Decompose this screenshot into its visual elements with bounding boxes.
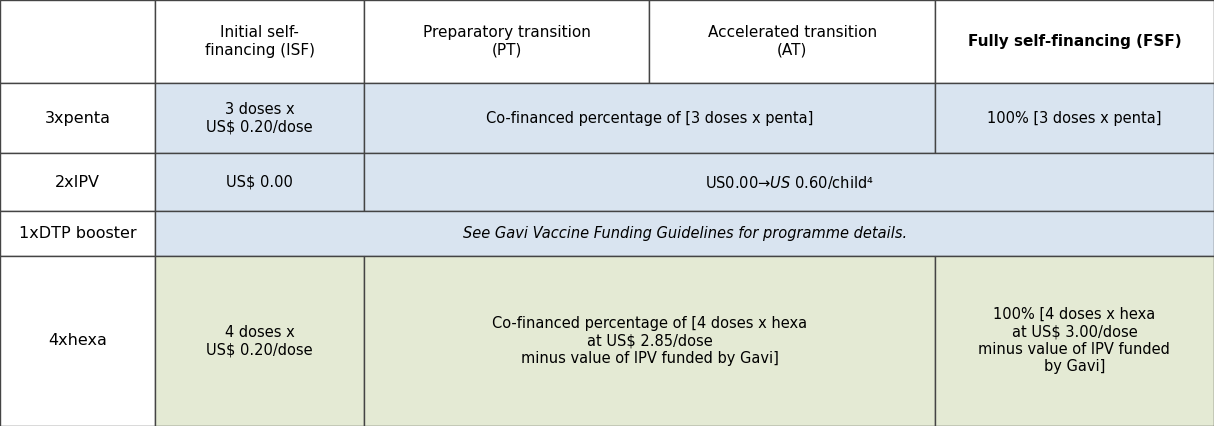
Text: US$ 0.00: US$ 0.00 — [226, 175, 294, 190]
Text: Preparatory transition
(PT): Preparatory transition (PT) — [422, 25, 591, 58]
Bar — [155, 0, 364, 83]
Bar — [0, 83, 155, 153]
Text: Fully self-financing (FSF): Fully self-financing (FSF) — [968, 34, 1181, 49]
Bar — [364, 153, 1214, 211]
Bar — [0, 0, 155, 83]
Text: 3 doses x
US$ 0.20/dose: 3 doses x US$ 0.20/dose — [206, 102, 313, 135]
Bar — [155, 256, 364, 426]
Text: 100% [4 doses x hexa
at US$ 3.00/dose
minus value of IPV funded
by Gavi]: 100% [4 doses x hexa at US$ 3.00/dose mi… — [978, 307, 1170, 374]
Text: 100% [3 doses x penta]: 100% [3 doses x penta] — [987, 111, 1162, 126]
Bar — [649, 0, 935, 83]
Bar — [0, 153, 155, 211]
Text: 1xDTP booster: 1xDTP booster — [19, 226, 136, 241]
Text: Co-financed percentage of [3 doses x penta]: Co-financed percentage of [3 doses x pen… — [486, 111, 813, 126]
Text: Accelerated transition
(AT): Accelerated transition (AT) — [708, 25, 877, 58]
Text: 4 doses x
US$ 0.20/dose: 4 doses x US$ 0.20/dose — [206, 325, 313, 357]
Bar — [935, 256, 1214, 426]
Text: 3xpenta: 3xpenta — [45, 111, 110, 126]
Bar — [935, 83, 1214, 153]
Bar — [0, 211, 155, 256]
Bar — [364, 0, 649, 83]
Bar — [155, 83, 364, 153]
Bar — [0, 256, 155, 426]
Text: 2xIPV: 2xIPV — [55, 175, 101, 190]
Text: See Gavi Vaccine Funding Guidelines for programme details.: See Gavi Vaccine Funding Guidelines for … — [463, 226, 907, 241]
Text: 4xhexa: 4xhexa — [49, 333, 107, 348]
Text: US$ 0.00 → US$ 0.60/child⁴: US$ 0.00 → US$ 0.60/child⁴ — [704, 174, 874, 190]
Text: Co-financed percentage of [4 doses x hexa
at US$ 2.85/dose
minus value of IPV fu: Co-financed percentage of [4 doses x hex… — [492, 316, 807, 366]
Bar — [364, 83, 935, 153]
Bar — [935, 0, 1214, 83]
Text: Initial self-
financing (ISF): Initial self- financing (ISF) — [205, 25, 314, 58]
Bar — [155, 211, 1214, 256]
Bar — [364, 256, 935, 426]
Bar — [155, 153, 364, 211]
